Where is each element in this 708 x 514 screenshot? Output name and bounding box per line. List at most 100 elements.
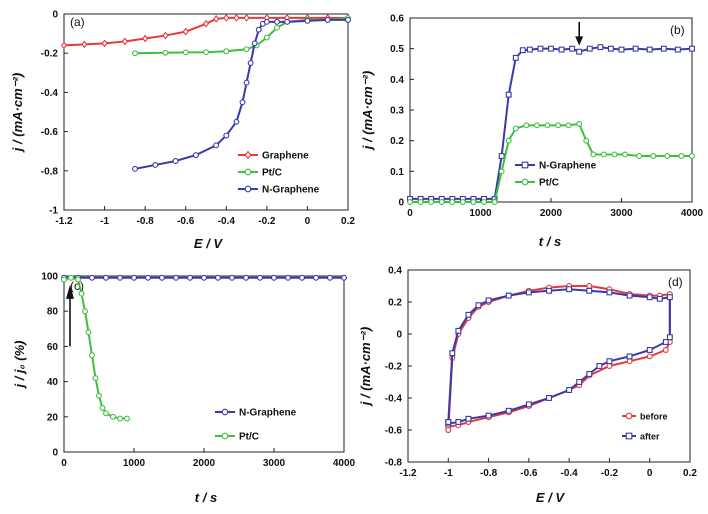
x-tick-label: 0 [407, 208, 413, 219]
data-point [465, 311, 472, 318]
data-point [251, 40, 258, 47]
data-point [243, 274, 249, 281]
data-point [498, 153, 505, 159]
data-point [192, 152, 199, 159]
data-point [523, 122, 530, 129]
data-point [117, 274, 123, 281]
data-point [438, 199, 445, 205]
data-point [247, 60, 254, 66]
x-tick-label: -0.6 [520, 468, 538, 479]
x-tick-label: 0.2 [341, 216, 355, 227]
chart-panel-d: -1.2 -1 -0.8 -0.6 -0.4 -0.2 0 0.2 0.4 0.2 0 -0.2 -0.… [358, 266, 697, 506]
data-point [162, 49, 169, 56]
legend-entry: N-Graphene [262, 185, 320, 196]
data-point [243, 14, 250, 22]
data-point [101, 39, 108, 48]
panel-label: (d) [668, 275, 683, 289]
data-point [213, 142, 220, 149]
data-point [96, 392, 102, 399]
data-point [491, 199, 498, 205]
x-tick-label: 0 [647, 468, 653, 479]
legend-entry: N-Graphene [239, 408, 297, 419]
x-tick-label: 4000 [333, 458, 356, 469]
data-point [243, 46, 250, 53]
y-tick-label: 0 [52, 448, 58, 459]
data-point [622, 151, 628, 158]
data-point [85, 329, 92, 336]
x-tick-label: -0.4 [218, 216, 236, 227]
data-point [583, 137, 590, 144]
x-tick-label: -0.8 [137, 216, 155, 227]
x-tick-label: 1000 [469, 208, 492, 219]
data-point [142, 34, 149, 43]
series-line-pt-c [410, 122, 692, 203]
y-tick-label: -0.6 [41, 127, 59, 138]
y-tick-label: -0.4 [41, 88, 59, 99]
data-point [233, 118, 240, 125]
data-point [255, 26, 262, 33]
data-point [313, 274, 319, 281]
data-point [215, 274, 221, 281]
data-point [481, 199, 487, 205]
data-point [505, 137, 512, 144]
legend-entry: N-Graphene [539, 161, 597, 172]
data-point [173, 274, 179, 281]
data-point [182, 27, 189, 36]
x-tick-label: -1.2 [399, 468, 417, 479]
data-point [159, 274, 165, 281]
legend-entry: Pt/C [239, 432, 259, 443]
x-tick-label: 4000 [681, 208, 704, 219]
data-point [636, 153, 643, 159]
data-point [213, 15, 220, 23]
x-tick-label: 2000 [193, 458, 216, 469]
data-point [650, 153, 657, 159]
data-point [548, 45, 554, 52]
data-point [465, 415, 472, 422]
data-point [600, 151, 607, 158]
data-point [455, 419, 462, 425]
data-point [626, 353, 633, 360]
data-point [646, 46, 653, 53]
data-point [586, 283, 593, 289]
data-point [449, 199, 456, 205]
data-point [257, 274, 263, 281]
data-point [110, 413, 116, 420]
data-point [576, 120, 583, 127]
data-point [285, 274, 291, 281]
y-tick-label: -1 [49, 206, 58, 217]
y-tick-label: -0.6 [385, 426, 403, 437]
chart-panel-b: 0 1000 2000 3000 4000 0 0.1 0.2 0.3 0.4 0.5 0.6 (b) t… [360, 14, 704, 250]
legend-marker [625, 432, 633, 440]
data-point [89, 274, 95, 281]
data-point [586, 45, 593, 52]
y-tick-label: 80 [47, 307, 59, 318]
y-tick-label: 0.5 [390, 44, 404, 55]
data-point [512, 54, 519, 61]
data-point [485, 412, 492, 419]
y-tick-label: 0.4 [390, 75, 404, 86]
data-point [223, 48, 230, 55]
data-point [99, 405, 106, 411]
data-point [274, 24, 280, 31]
data-point [656, 295, 663, 302]
data-point [565, 122, 572, 129]
y-axis-title: j / (mA·cm⁻²) [360, 71, 375, 151]
data-point [555, 122, 561, 129]
data-point [611, 151, 618, 158]
data-point [525, 401, 532, 408]
series-line-before [447, 285, 671, 431]
x-tick-label: -1 [100, 216, 109, 227]
y-tick-label: 0.2 [388, 298, 402, 309]
data-point [68, 274, 74, 281]
data-point [103, 410, 109, 417]
data-point [646, 347, 653, 353]
data-point [284, 18, 291, 25]
x-axis-title: E / V [194, 236, 224, 251]
data-point [341, 274, 347, 281]
x-tick-label: 0 [61, 458, 67, 469]
data-point [505, 91, 512, 98]
y-tick-label: 60 [47, 342, 59, 353]
data-point [61, 276, 67, 283]
data-point [597, 44, 604, 51]
